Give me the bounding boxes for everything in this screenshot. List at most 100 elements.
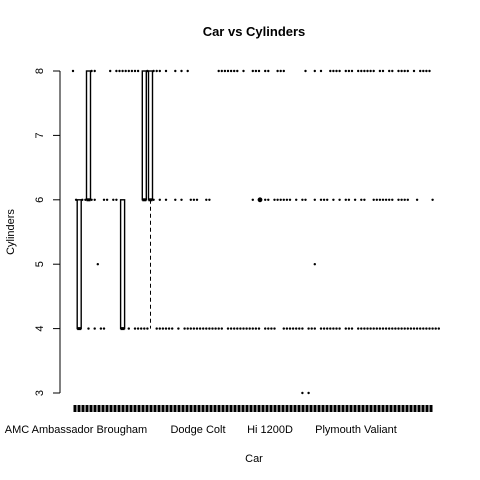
data-point <box>381 327 385 330</box>
data-point <box>146 327 149 330</box>
data-point <box>350 327 354 330</box>
x-axis-ticks <box>73 405 433 412</box>
data-point <box>419 69 422 73</box>
x-tick <box>141 405 145 412</box>
data-point <box>419 327 422 330</box>
data-point <box>180 198 183 201</box>
data-point <box>313 198 316 201</box>
data-point <box>375 198 378 201</box>
x-tick <box>201 405 205 412</box>
x-tick <box>217 405 221 412</box>
data-point <box>322 198 326 201</box>
x-tick <box>77 405 81 412</box>
data-point <box>254 69 258 73</box>
x-tick <box>269 405 273 412</box>
data-point <box>254 327 258 330</box>
data-point <box>360 327 363 330</box>
data-point <box>267 69 270 73</box>
data-point <box>397 69 400 73</box>
data-point <box>195 327 199 330</box>
x-tick <box>261 405 265 412</box>
data-point <box>242 327 245 330</box>
x-tick <box>85 405 89 412</box>
data-point <box>406 327 409 330</box>
data-point <box>369 327 372 330</box>
data-point <box>112 198 115 201</box>
x-tick <box>149 405 153 412</box>
x-tick <box>241 405 245 412</box>
x-tick <box>349 405 353 412</box>
data-point <box>313 263 316 266</box>
x-tick <box>265 405 269 412</box>
data-point <box>335 327 338 330</box>
data-point <box>81 198 84 201</box>
data-point <box>428 69 431 73</box>
x-tick <box>229 405 233 412</box>
data-point <box>152 69 155 73</box>
x-tick <box>153 405 157 412</box>
data-point <box>146 69 149 73</box>
x-tick <box>369 405 373 412</box>
x-tick <box>393 405 397 412</box>
data-point <box>127 69 130 73</box>
data-point <box>412 69 416 73</box>
data-point <box>264 327 267 330</box>
x-tick <box>257 405 261 412</box>
y-tick-label: 8 <box>34 68 46 74</box>
data-point <box>329 327 332 330</box>
x-tick <box>209 405 213 412</box>
data-point <box>372 327 375 330</box>
data-point <box>288 327 292 330</box>
data-point <box>174 198 177 201</box>
x-tick <box>161 405 165 412</box>
data-point <box>226 69 230 73</box>
data-point <box>409 327 413 330</box>
data-point <box>158 69 161 73</box>
data-point <box>332 327 335 330</box>
x-tick <box>413 405 417 412</box>
data-point <box>363 198 366 201</box>
data-point <box>267 327 270 330</box>
x-tick <box>225 405 229 412</box>
data-point <box>115 69 118 73</box>
data-point <box>378 198 382 201</box>
data-point <box>164 69 168 73</box>
data-point <box>133 327 137 330</box>
data-point <box>90 69 93 73</box>
data-point <box>353 198 357 201</box>
data-point <box>186 327 189 330</box>
data-point <box>198 327 202 330</box>
data-point <box>322 327 326 330</box>
box <box>119 199 126 330</box>
x-tick <box>277 405 281 412</box>
data-point <box>406 69 409 73</box>
data-point <box>425 327 428 330</box>
data-point <box>183 327 186 330</box>
data-point <box>403 198 406 201</box>
data-point <box>437 327 440 330</box>
data-point <box>118 69 121 73</box>
x-tick <box>281 405 285 412</box>
data-point <box>71 69 75 73</box>
data-point <box>208 327 211 330</box>
data-point <box>276 69 279 73</box>
x-tick <box>157 405 161 412</box>
data-point <box>93 69 96 73</box>
data-point <box>124 69 127 73</box>
data-point <box>161 327 165 330</box>
data-point <box>412 327 416 330</box>
x-tick <box>197 405 201 412</box>
data-point <box>205 198 208 201</box>
x-tick <box>389 405 393 412</box>
x-tick <box>417 405 421 412</box>
x-tick <box>333 405 337 412</box>
data-point <box>93 327 96 330</box>
x-tick <box>89 405 93 412</box>
data-point <box>400 327 403 330</box>
x-tick <box>337 405 341 412</box>
data-point <box>164 327 168 330</box>
data-point <box>291 327 295 330</box>
data-point <box>99 327 103 330</box>
data-point <box>344 327 347 330</box>
data-point <box>174 69 177 73</box>
